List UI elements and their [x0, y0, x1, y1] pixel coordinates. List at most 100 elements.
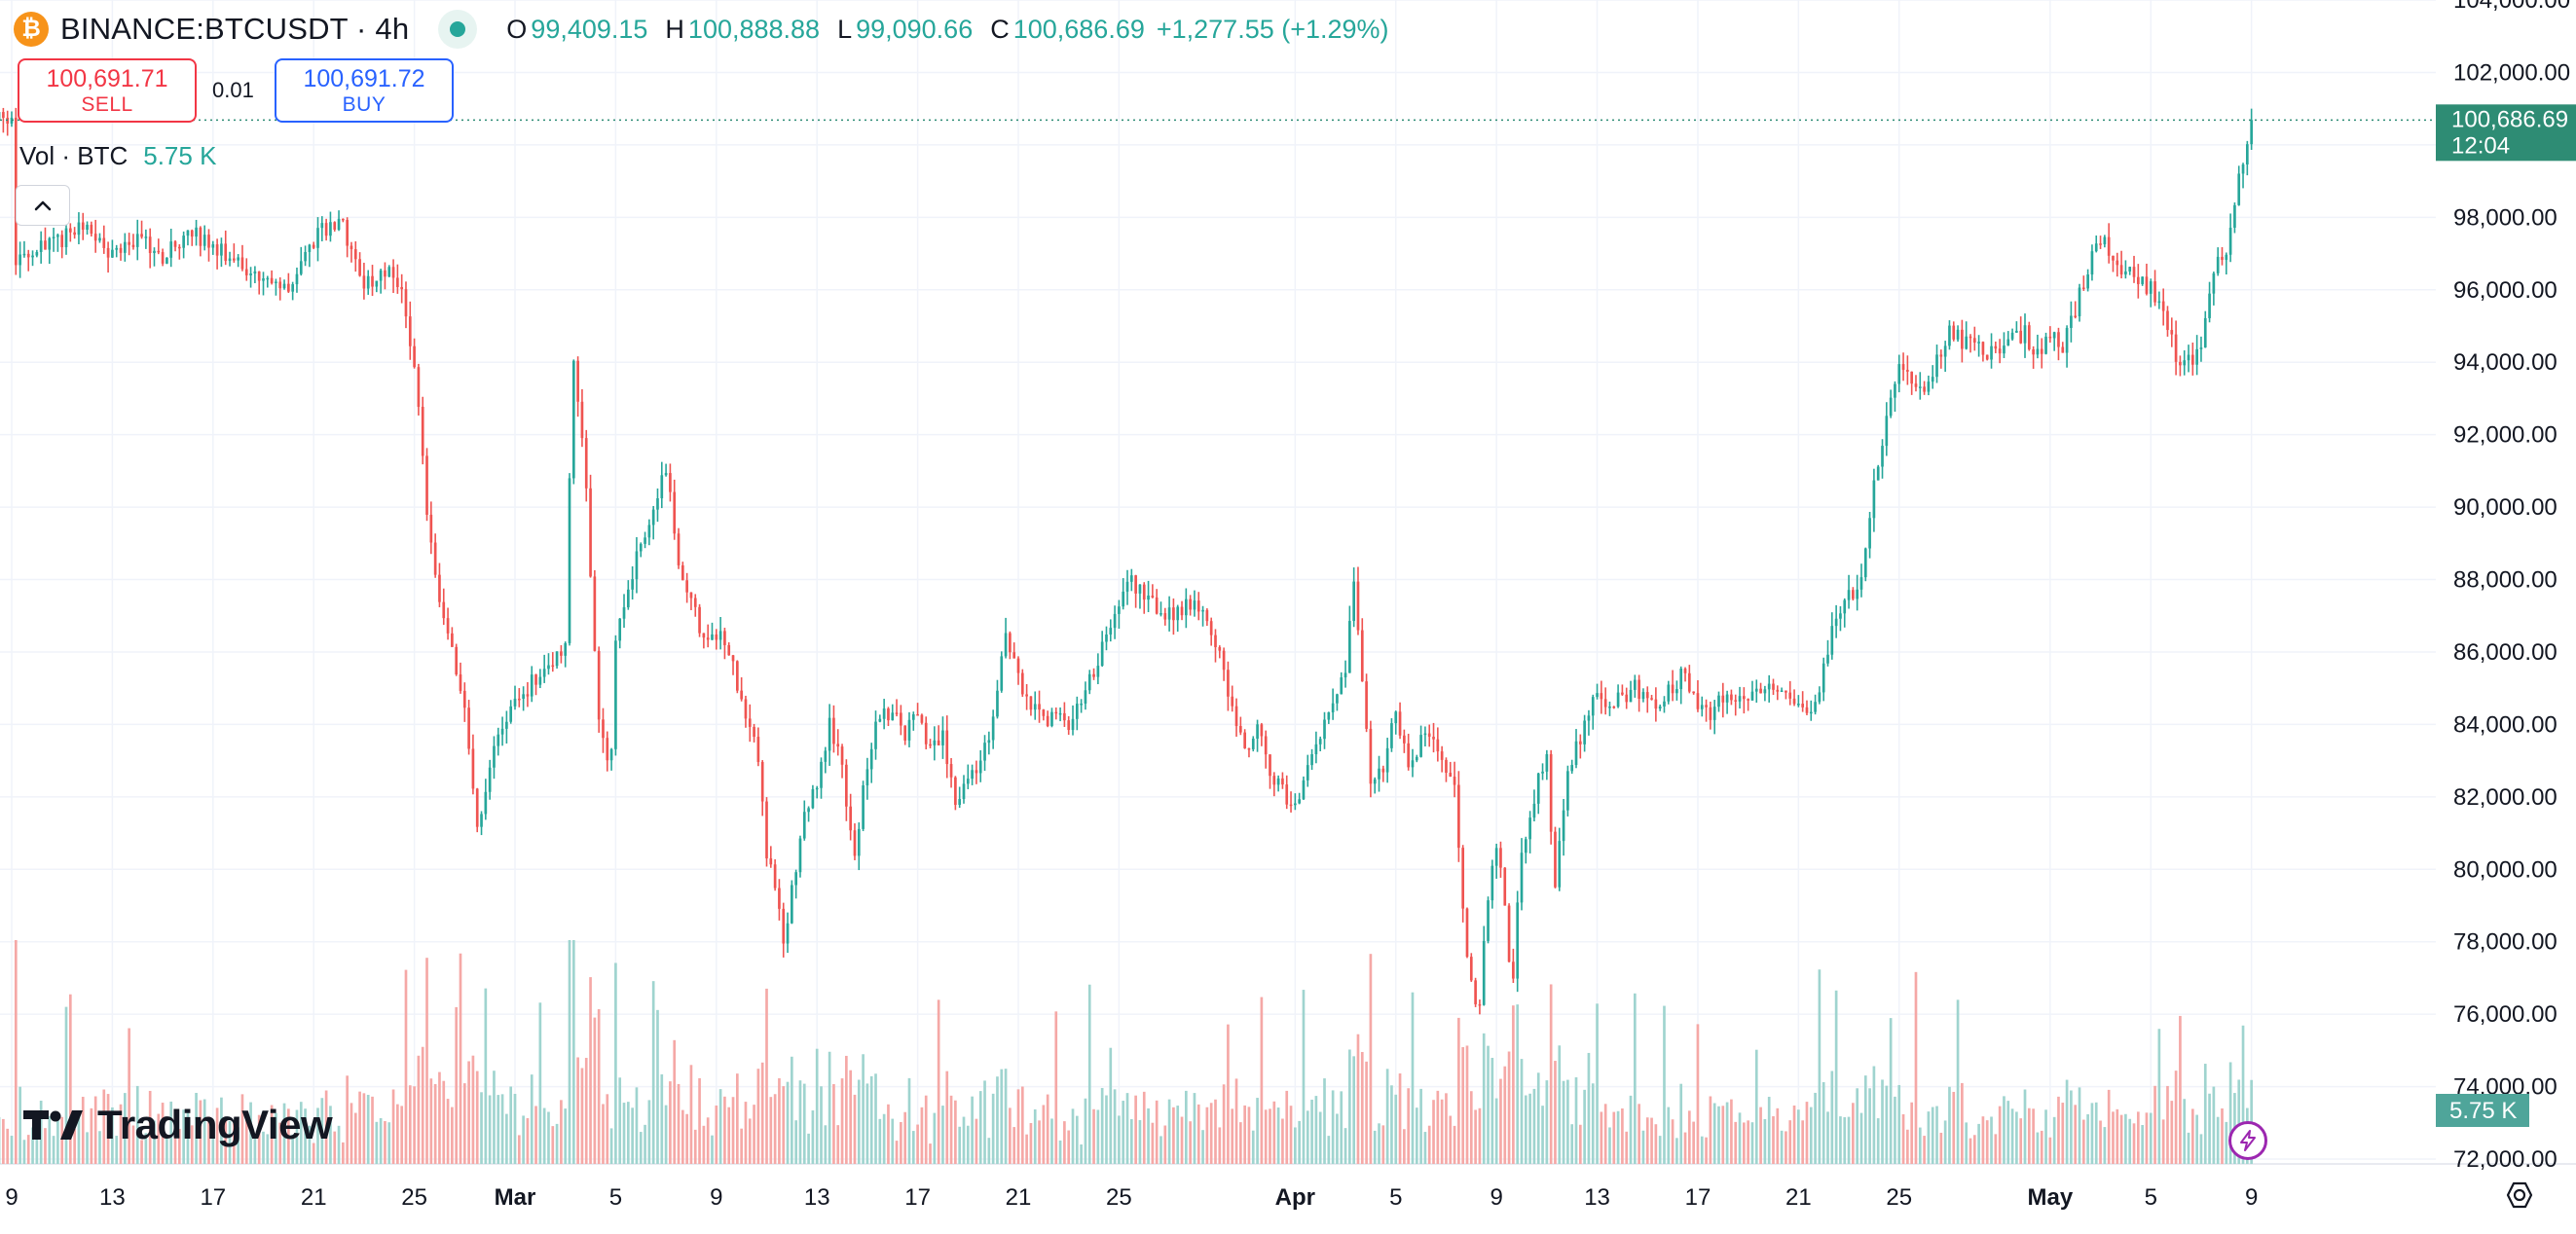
volume-bar	[135, 1085, 139, 1164]
candle-body	[1272, 776, 1276, 785]
candle-body	[1734, 700, 1738, 702]
candle-body	[736, 661, 739, 691]
candle-body	[1549, 753, 1553, 832]
candle-body	[1499, 848, 1502, 868]
candle-body	[220, 243, 223, 256]
candle-body	[1948, 325, 1951, 346]
candle-body	[1348, 621, 1351, 673]
candle-body	[731, 655, 735, 662]
candle-body	[1826, 654, 1829, 664]
volume-bar	[337, 1125, 341, 1164]
price-tick-label: 104,000.00	[2453, 0, 2570, 14]
candle-body	[614, 640, 617, 749]
volume-bar	[1080, 1143, 1083, 1164]
candle-body	[1785, 690, 1787, 693]
volume-bar	[471, 1055, 475, 1164]
market-status-icon[interactable]	[438, 10, 478, 49]
volume-bar	[1641, 1130, 1645, 1164]
candle-body	[1075, 704, 1079, 719]
volume-bar	[257, 1114, 261, 1164]
volume-bar	[81, 1097, 85, 1164]
volume-bar	[1650, 1117, 1653, 1164]
candle-body	[1256, 724, 1259, 739]
symbol-title[interactable]: BINANCE:BTCUSDT · 4h	[60, 12, 410, 46]
volume-bar	[253, 1135, 257, 1164]
volume-bar	[1180, 1116, 1184, 1164]
volume-bar	[1663, 1005, 1666, 1164]
volume-bar	[2141, 1125, 2144, 1164]
candle-body	[144, 236, 148, 238]
candle-body	[647, 525, 651, 538]
candle-body	[929, 744, 932, 746]
candle-body	[1621, 692, 1624, 695]
volume-bar	[98, 1131, 101, 1164]
volume-bar	[202, 1099, 206, 1164]
collapse-legend-button[interactable]	[16, 185, 70, 226]
volume-bar	[635, 1087, 639, 1164]
candle-body	[2019, 330, 2023, 344]
volume-legend[interactable]: Vol · BTC 5.75 K	[19, 141, 216, 171]
candle-body	[2112, 255, 2115, 261]
volume-bar	[1667, 1107, 1671, 1164]
price-tick-label: 78,000.00	[2453, 929, 2558, 956]
volume-bar	[929, 1143, 932, 1164]
volume-bar	[1189, 1121, 1192, 1164]
volume-bar	[207, 1116, 210, 1164]
candle-body	[39, 240, 43, 253]
candle-body	[778, 888, 781, 909]
volume-bar	[240, 1094, 244, 1164]
candle-body	[1990, 345, 1993, 360]
volume-bar	[1012, 1127, 1016, 1164]
tradingview-mark-icon	[23, 1110, 83, 1140]
volume-bar	[493, 1071, 496, 1164]
candle-body	[635, 551, 639, 580]
volume-bar	[1054, 1011, 1058, 1164]
price-tick-label: 90,000.00	[2453, 494, 2558, 521]
volume-bar	[362, 1093, 366, 1164]
volume-bar	[1449, 1115, 1453, 1164]
volume-bar	[93, 1096, 97, 1164]
volume-bar	[119, 1104, 123, 1164]
chart-settings-button[interactable]	[2502, 1178, 2537, 1213]
candle-body	[111, 249, 114, 258]
candle-body	[387, 267, 391, 277]
volume-bar	[786, 1081, 790, 1164]
candle-body	[1092, 673, 1095, 677]
time-tick-label: 13	[99, 1184, 126, 1211]
volume-bar	[1683, 1132, 1687, 1164]
candle-body	[606, 738, 609, 761]
candle-body	[1231, 696, 1234, 707]
candle-body	[1952, 325, 1956, 340]
candle-body	[2027, 325, 2031, 349]
volume-bar	[1394, 1094, 1398, 1164]
price-axis[interactable]: 72,000.0074,000.0076,000.0078,000.0080,0…	[2453, 0, 2570, 1173]
volume-bar	[1763, 1118, 1767, 1164]
candle-body	[467, 708, 470, 749]
time-tick-label: 13	[804, 1184, 830, 1211]
buy-button[interactable]: 100,691.72 BUY	[275, 58, 454, 123]
volume-bar	[1227, 1024, 1230, 1164]
lightning-button[interactable]	[2228, 1121, 2267, 1160]
tradingview-logo[interactable]: TradingView	[23, 1102, 333, 1148]
candle-body	[1541, 771, 1544, 774]
volume-bar	[1193, 1093, 1196, 1164]
volume-bar	[564, 1108, 568, 1164]
volume-bar	[2099, 1120, 2102, 1164]
candle-body	[1641, 692, 1645, 699]
candle-body	[275, 281, 277, 283]
volume-bar	[1348, 1049, 1351, 1164]
time-axis[interactable]: 9 13 17 21 25 Mar 5 9 13 17 21 25 Apr 5 9 13 17 21 25 May 5 9	[5, 1184, 2258, 1211]
candle-body	[2099, 243, 2102, 245]
volume-bar	[1196, 1104, 1200, 1164]
candle-body	[1050, 711, 1053, 727]
volume-bar	[815, 1048, 819, 1164]
symbol-header: ₿ BINANCE:BTCUSDT · 4h O 99,409.15 H 100…	[14, 8, 1389, 51]
sell-button[interactable]: 100,691.71 SELL	[18, 58, 197, 123]
candle-body	[1394, 711, 1398, 724]
volume-bar	[1596, 1003, 1599, 1164]
candle-body	[664, 473, 668, 476]
candle-body	[233, 258, 236, 261]
